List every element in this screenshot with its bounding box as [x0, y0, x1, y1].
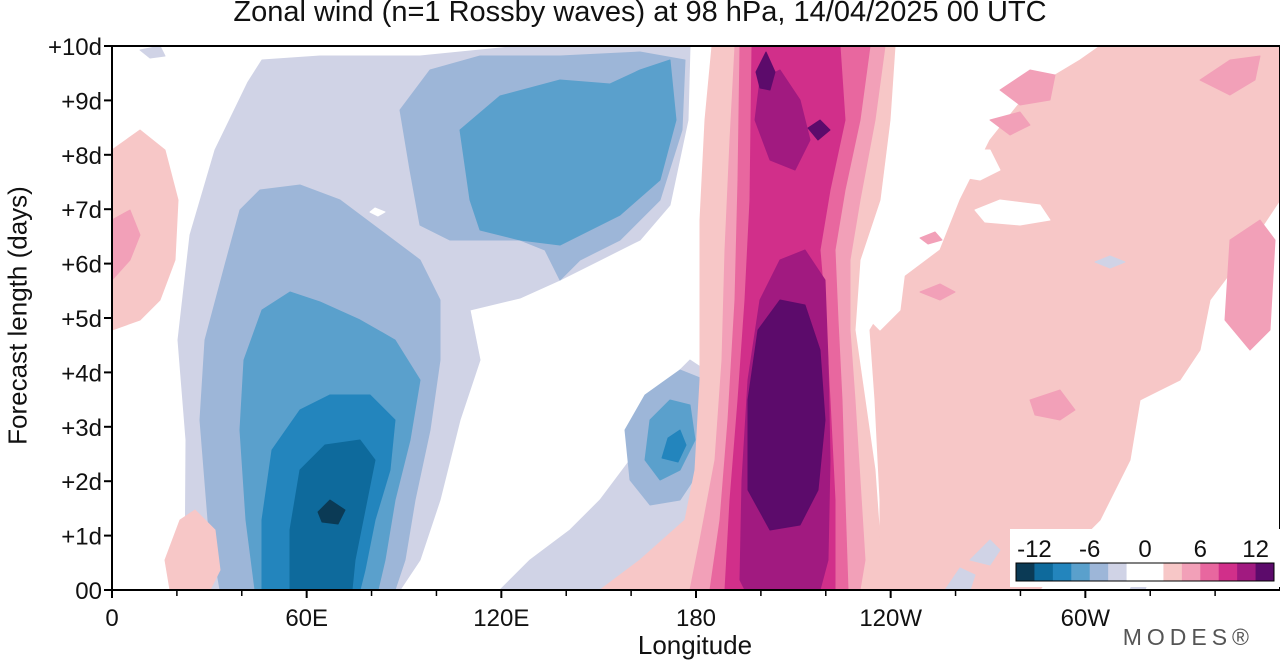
y-tick-label: +7d [61, 197, 102, 224]
contour-region-11 [661, 429, 687, 463]
x-axis-label: Longitude [637, 630, 753, 660]
brand-logo: MODES® [1122, 624, 1254, 650]
legend-tick-label: -12 [1017, 536, 1052, 563]
contour-region-26 [989, 111, 1031, 136]
contour-region-18 [747, 299, 826, 531]
x-tick-label: 0 [105, 605, 118, 632]
x-tick-label: 180 [676, 605, 716, 632]
legend-swatch [1034, 563, 1054, 581]
legend-swatch [1163, 563, 1183, 581]
legend-swatch [1016, 563, 1035, 581]
legend-swatch [1237, 563, 1257, 581]
contour-region-24 [1199, 55, 1261, 96]
x-tick-label: 60W [1061, 605, 1111, 632]
contour-region-32 [864, 254, 906, 331]
contour-region-28 [919, 283, 956, 301]
contour-region-37 [944, 567, 976, 590]
contour-region-19 [755, 51, 776, 91]
contour-region-22 [999, 69, 1056, 106]
y-tick-label: +3d [61, 415, 102, 442]
legend-frame [1015, 562, 1275, 582]
contour-region-29 [112, 129, 179, 331]
y-tick-label: +9d [61, 88, 102, 115]
contour-region-33 [929, 149, 1001, 181]
legend-swatch [1071, 563, 1091, 581]
contour-region-7 [317, 499, 346, 525]
x-tick-label: 60E [285, 605, 328, 632]
x-tick-label: 120W [859, 605, 922, 632]
y-tick-label: +8d [61, 143, 102, 170]
contour-region-40 [139, 46, 166, 59]
y-tick-label: +2d [61, 469, 102, 496]
legend-swatch [1108, 563, 1128, 581]
legend-tick-label: -6 [1079, 536, 1100, 563]
contour-region-39 [969, 539, 1001, 566]
contour-region-23 [1224, 219, 1276, 351]
legend-swatch [1052, 563, 1072, 581]
contour-region-34 [974, 199, 1051, 226]
legend-swatch [1089, 563, 1109, 581]
y-tick-label: +4d [61, 360, 102, 387]
y-tick-label: +10d [48, 34, 102, 61]
contour-region-25 [1029, 389, 1076, 421]
y-tick-label: +6d [61, 252, 102, 279]
contour-region-30 [112, 209, 141, 281]
contour-region-20 [807, 119, 831, 141]
contour-region-35 [369, 207, 386, 217]
y-tick-label: +5d [61, 306, 102, 333]
legend-swatch [1255, 563, 1275, 581]
legend-swatch [1200, 563, 1220, 581]
chart-title: Zonal wind (n=1 Rossby waves) at 98 hPa,… [233, 0, 1047, 28]
y-tick-label: +1d [61, 524, 102, 551]
x-tick-label: 120E [473, 605, 529, 632]
contour-region-36 [1094, 255, 1126, 269]
contour-region-4 [459, 59, 677, 246]
legend-tick-label: 6 [1194, 536, 1207, 563]
y-tick-label: 00 [75, 578, 102, 605]
legend-tick-label: 0 [1138, 536, 1151, 563]
legend-swatch [1145, 563, 1164, 581]
legend-swatch [1181, 563, 1201, 581]
legend-swatch [1126, 563, 1146, 581]
contour-region-21 [869, 46, 1280, 590]
legend-tick-label: 12 [1242, 536, 1269, 563]
legend-swatch [1218, 563, 1238, 581]
contour-region-31 [164, 509, 221, 590]
contour-region-27 [919, 231, 943, 245]
